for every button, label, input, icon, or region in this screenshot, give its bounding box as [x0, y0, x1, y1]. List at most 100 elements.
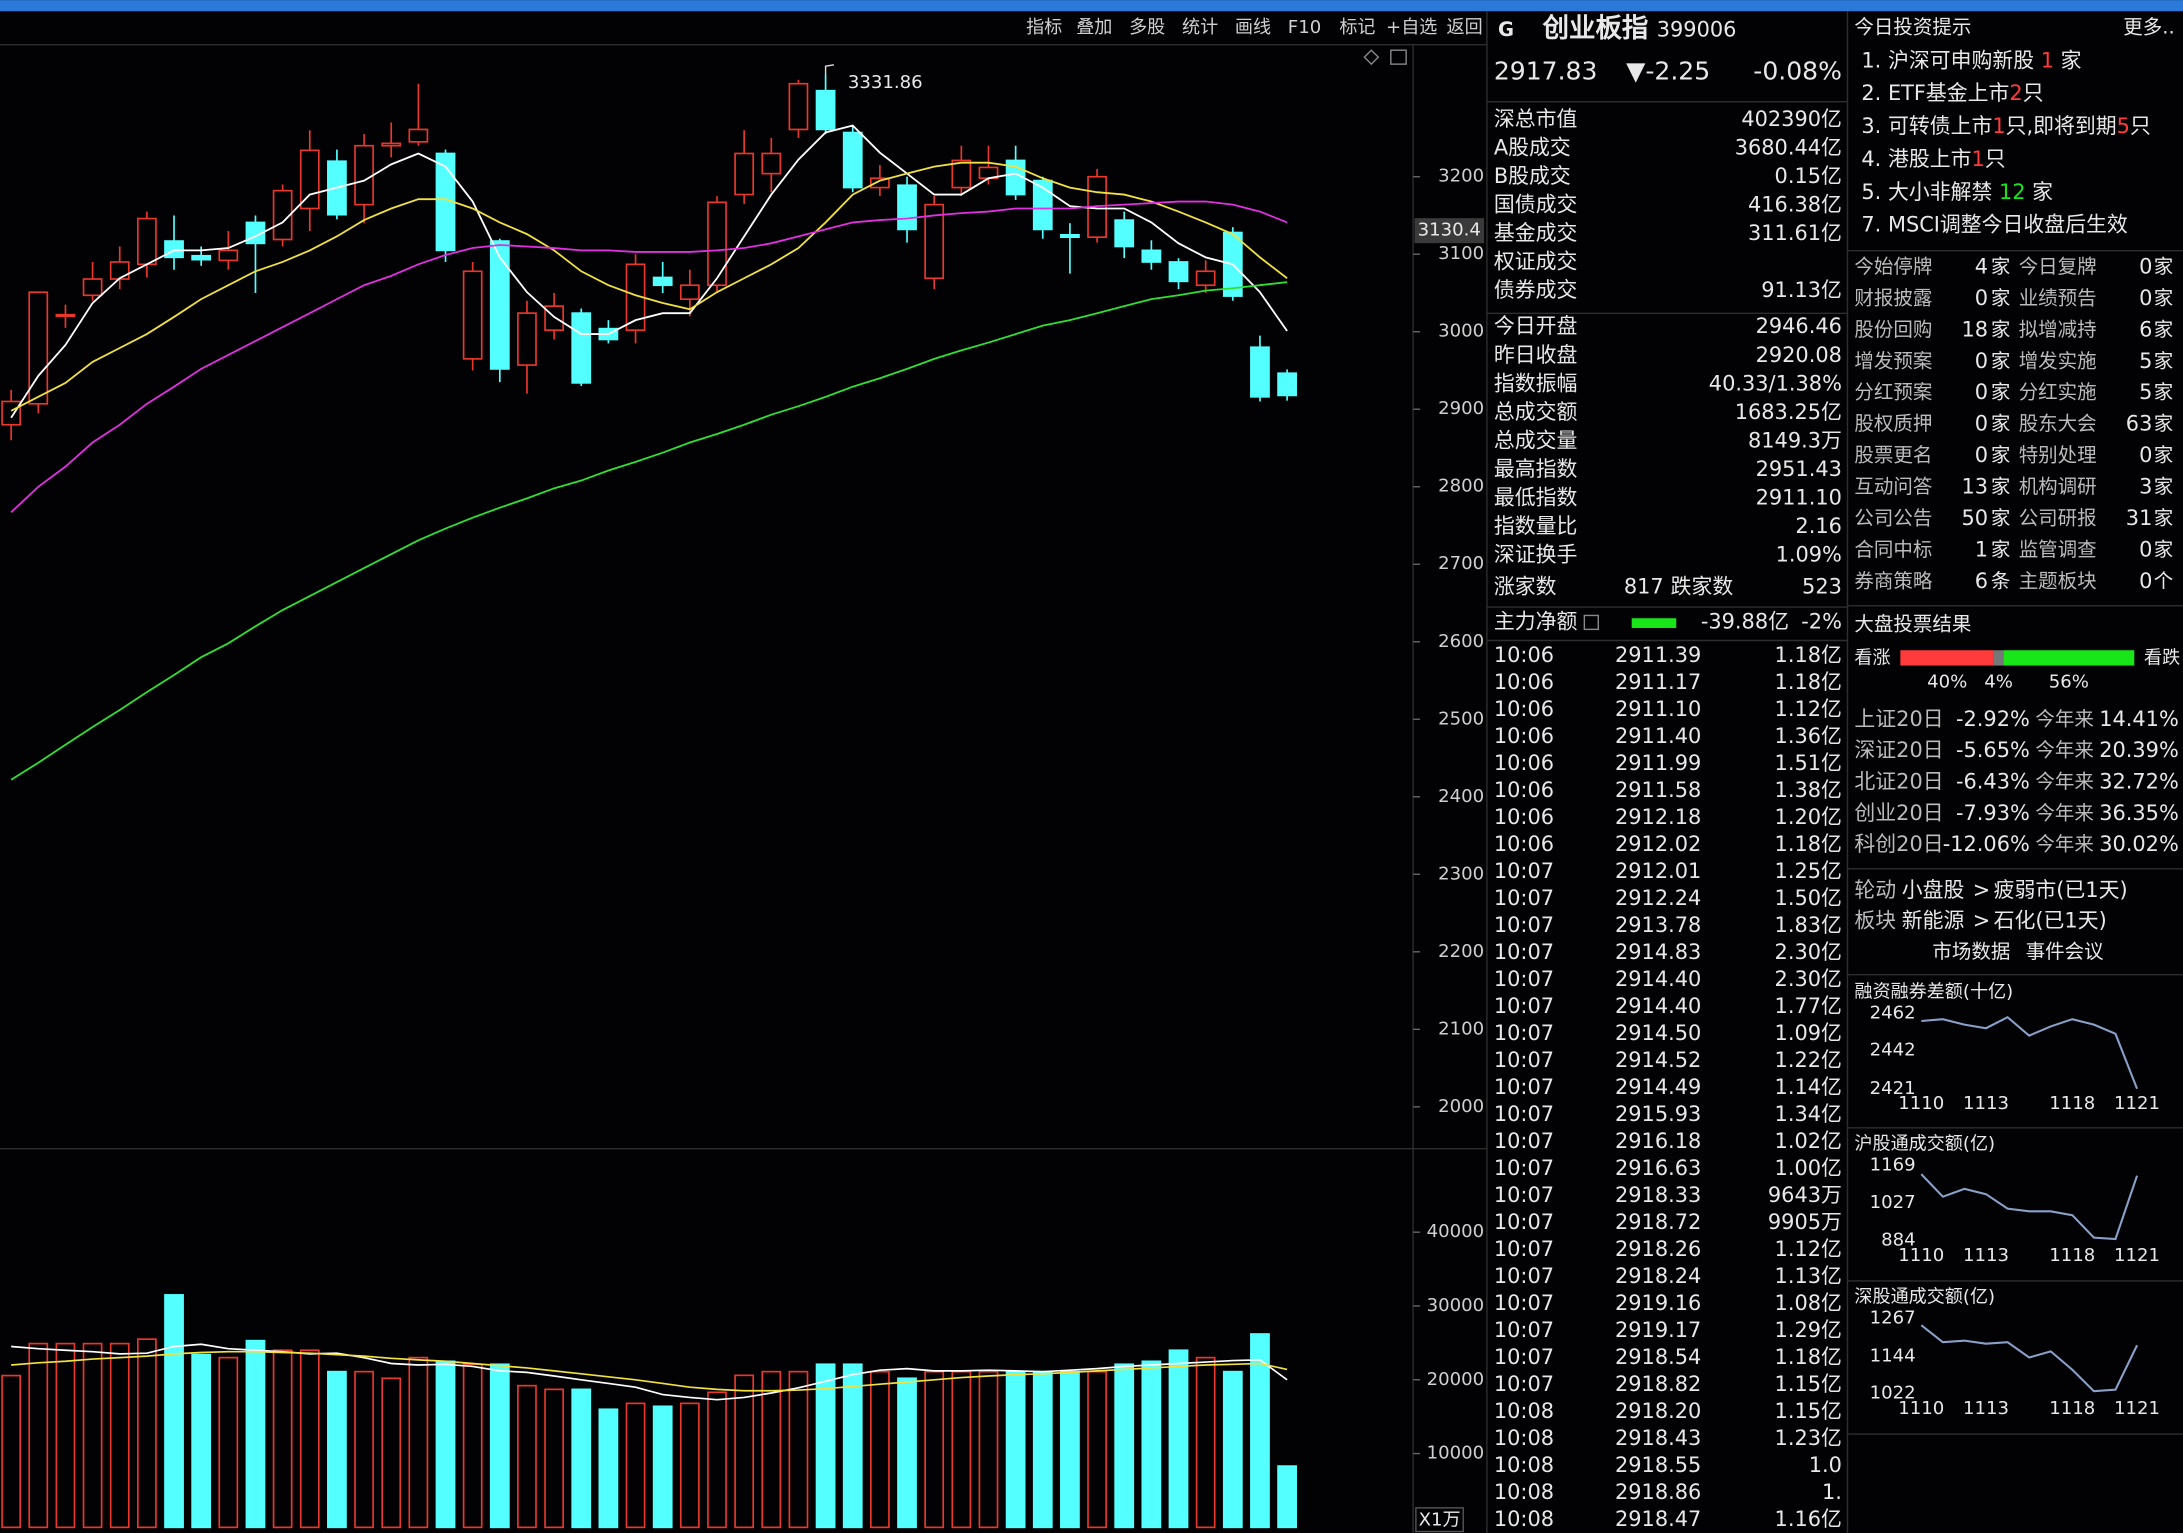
event-label: 互动问答 — [1854, 475, 1932, 498]
event-label: 增发实施 — [2019, 349, 2097, 372]
event-label: 今始停牌 — [1854, 255, 1932, 278]
perf-ytd: 14.41% — [2099, 707, 2179, 731]
volume-bar — [625, 1402, 646, 1529]
tick-volume: 1.23亿 — [1775, 1426, 1842, 1450]
event-unit: 家 — [2154, 255, 2173, 278]
tick-price: 2911.99 — [1615, 751, 1701, 775]
volume-bar — [55, 1342, 76, 1529]
event-label: 公司公告 — [1854, 507, 1932, 530]
event-unit: 个 — [2154, 570, 2173, 593]
icon[interactable] — [1390, 49, 1407, 65]
link[interactable]: 市场数据 — [1932, 940, 2010, 963]
tip-part: 4. 港股上市 — [1861, 147, 1971, 171]
perf-label: 今年来 — [2035, 770, 2093, 793]
index-name: 创业板指 — [1542, 13, 1649, 44]
vote-segment — [1993, 650, 2004, 666]
tick-time: 10:07 — [1494, 913, 1554, 937]
stat-value: 8149.3万 — [1748, 428, 1842, 452]
link[interactable]: 事件会议 — [2026, 940, 2104, 963]
stat-value: 416.38亿 — [1748, 192, 1842, 216]
tip-part: 家 — [2026, 180, 2054, 204]
toolbar-tab[interactable]: 画线 — [1235, 17, 1271, 38]
event-count: 6 — [2139, 317, 2152, 341]
volume-average — [11, 1350, 1288, 1392]
price-marker-label: 3130.4 — [1418, 220, 1481, 241]
volume-bar — [924, 1370, 945, 1529]
event-count: 0 — [1975, 443, 1988, 467]
volume-bar — [408, 1356, 429, 1529]
volume-bar — [1277, 1465, 1297, 1529]
event-count: 0 — [2139, 254, 2152, 278]
change: ▼-2.25 — [1626, 56, 1710, 85]
stat-value: 2911.10 — [1756, 485, 1842, 509]
stat-label: 最高指数 — [1494, 457, 1578, 481]
event-label: 今日复牌 — [2019, 255, 2097, 278]
vote-down: 看跌 — [2144, 648, 2180, 669]
tick-volume: 1.02亿 — [1775, 1129, 1842, 1153]
candle-body — [652, 276, 673, 287]
event-unit: 家 — [2154, 475, 2173, 498]
stat-value: 40.33/1.38% — [1709, 371, 1842, 395]
tick-time: 10:06 — [1494, 778, 1554, 802]
tick-volume: 1. — [1822, 1480, 1842, 1504]
tick-volume: 1.18亿 — [1775, 643, 1842, 667]
y-tick-label: 2300 — [1438, 863, 1484, 884]
toolbar-tab[interactable]: 多股 — [1129, 17, 1165, 38]
toolbar-tab[interactable]: 标记 — [1339, 17, 1375, 38]
tick-volume: 1.34亿 — [1775, 1102, 1842, 1126]
tick-price: 2918.82 — [1615, 1372, 1701, 1396]
tick-price: 2918.43 — [1615, 1426, 1701, 1450]
y-tick-label: 40000 — [1427, 1221, 1485, 1242]
price: 2917.83 — [1494, 56, 1598, 85]
toolbar-tab[interactable]: 统计 — [1182, 17, 1218, 38]
toolbar-tab[interactable]: +自选 — [1386, 17, 1437, 38]
tick-price: 2914.40 — [1615, 967, 1701, 991]
tick-time: 10:07 — [1494, 1021, 1554, 1045]
candle-body — [82, 278, 103, 297]
toolbar-tab[interactable]: 叠加 — [1076, 17, 1112, 38]
tick-volume: 9643万 — [1768, 1183, 1842, 1207]
candle-body — [1141, 249, 1162, 263]
moving-average — [10, 281, 1288, 781]
tick-time: 10:07 — [1494, 967, 1554, 991]
event-label: 合同中标 — [1854, 538, 1932, 561]
perf-20d: -5.65% — [1956, 738, 2030, 762]
candle-body — [218, 249, 239, 262]
icon[interactable] — [1363, 49, 1380, 66]
event-unit: 家 — [2154, 286, 2173, 309]
stat-label: B股成交 — [1494, 164, 1571, 188]
volume-bar — [652, 1405, 673, 1529]
tick-volume: 1.77亿 — [1775, 994, 1842, 1018]
candle-body — [517, 312, 537, 366]
volume-bar — [164, 1294, 184, 1529]
x-tick-label: 1110 — [1898, 1093, 1944, 1114]
event-label: 股票更名 — [1854, 444, 1932, 467]
volume-bar — [299, 1349, 320, 1529]
toolbar-tab[interactable]: 指标 — [1026, 17, 1062, 38]
toolbar-tab[interactable]: 返回 — [1447, 17, 1483, 38]
event-unit: 家 — [1991, 318, 2010, 341]
tick-price: 2918.47 — [1615, 1507, 1701, 1531]
tick-time: 10:07 — [1494, 859, 1554, 883]
volume-bar — [734, 1374, 755, 1529]
tip-item: 1. 沪深可申购新股 1 家 — [1861, 48, 2081, 72]
tip-part: 1 — [1971, 147, 1984, 171]
more-link[interactable]: 更多.. — [2123, 15, 2174, 38]
volume-bar — [435, 1360, 456, 1529]
tick-volume: 1.18亿 — [1775, 670, 1842, 694]
tick-volume: 2.30亿 — [1775, 967, 1842, 991]
volume-bar — [1060, 1370, 1080, 1529]
tick-price: 2918.86 — [1615, 1480, 1701, 1504]
tip-part: 家 — [2054, 48, 2082, 72]
tip-part: 1 — [1992, 114, 2005, 138]
volume-bar — [1087, 1370, 1107, 1529]
stat-value: 0.15亿 — [1775, 164, 1842, 188]
x-tick-label: 1110 — [1898, 1398, 1944, 1419]
tick-time: 10:08 — [1494, 1480, 1554, 1504]
toolbar-tab[interactable]: F10 — [1288, 17, 1321, 38]
change-pct: -0.08% — [1753, 56, 1842, 85]
mini-chart-title: 融资融券差额(十亿) — [1854, 982, 2013, 1003]
perf-label: 科创20日 — [1854, 832, 1943, 856]
tick-time: 10:07 — [1494, 940, 1554, 964]
